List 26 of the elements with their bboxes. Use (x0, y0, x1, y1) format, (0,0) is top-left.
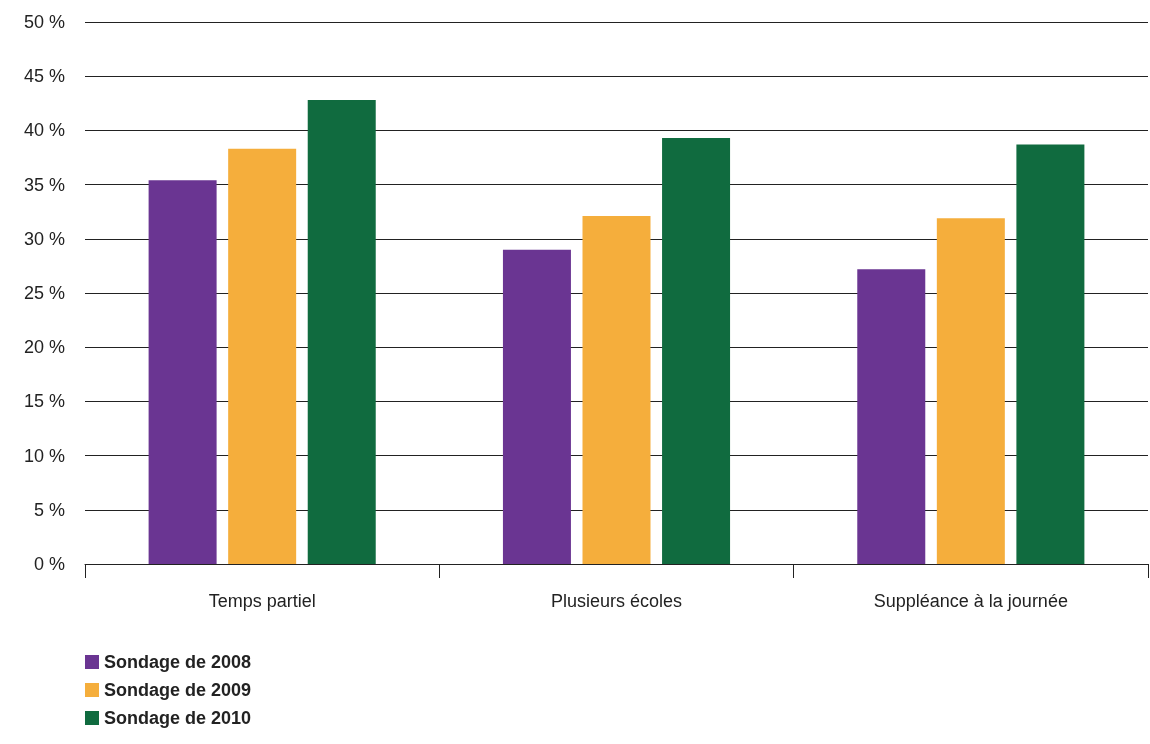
legend-label: Sondage de 2010 (104, 708, 252, 728)
y-tick-label: 35 % (23, 174, 65, 195)
bar (1016, 144, 1085, 564)
legend-label: Sondage de 2009 (104, 680, 252, 700)
x-tick-label: Temps partiel (208, 591, 316, 611)
x-tick-label: Plusieurs écoles (550, 591, 683, 611)
y-tick-label: 0 % (33, 554, 65, 574)
bar (662, 137, 731, 564)
y-tick-label: 30 % (23, 228, 65, 249)
bar (582, 216, 651, 564)
x-tick-label: Suppléance à la journée (873, 591, 1068, 611)
bar (502, 249, 571, 564)
bar (307, 100, 376, 564)
y-tick-label: 25 % (23, 283, 65, 303)
bar (228, 148, 297, 564)
y-tick-label: 50 % (23, 12, 65, 32)
y-tick-label: 45 % (23, 66, 65, 87)
y-tick-label: 10 % (23, 445, 65, 466)
y-tick-label: 5 % (33, 499, 65, 520)
bar (148, 180, 217, 564)
y-tick-label: 20 % (23, 337, 65, 358)
legend-label: Sondage de 2008 (104, 652, 252, 672)
bar (857, 269, 926, 564)
y-tick-label: 40 % (23, 120, 65, 141)
y-tick-label: 15 % (23, 391, 65, 412)
bar (936, 218, 1005, 564)
